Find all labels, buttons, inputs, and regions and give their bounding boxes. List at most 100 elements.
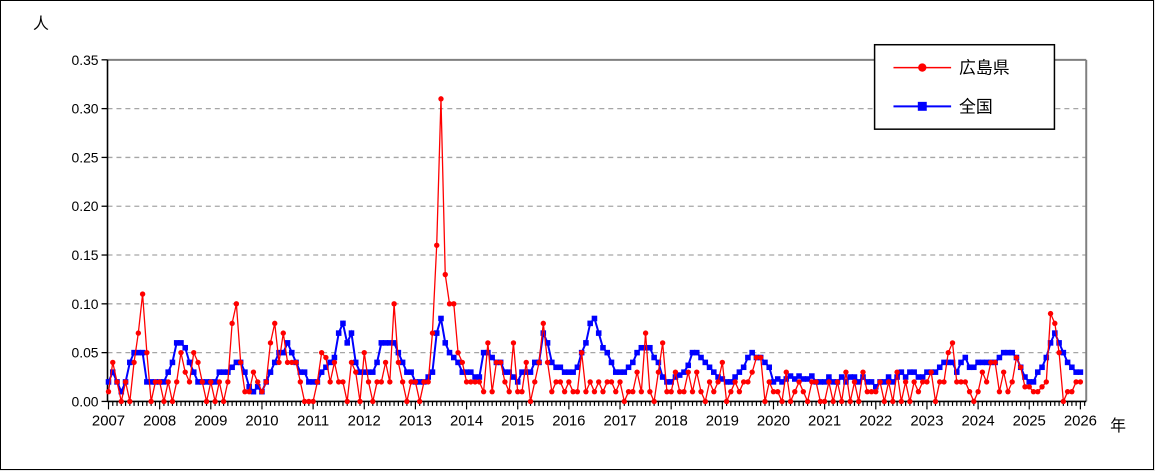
data-point	[860, 369, 866, 375]
data-point	[838, 374, 845, 380]
data-point	[1077, 369, 1084, 375]
data-point	[885, 379, 892, 385]
data-point	[1013, 354, 1020, 361]
data-point	[719, 359, 726, 366]
data-point	[668, 388, 674, 395]
x-axis-year-label: 2020	[757, 413, 790, 429]
data-point	[233, 359, 240, 366]
data-point	[983, 379, 990, 385]
data-point	[783, 369, 789, 375]
data-point	[289, 349, 295, 356]
data-point	[1005, 388, 1011, 395]
data-point	[787, 398, 794, 405]
data-point	[195, 379, 201, 385]
data-point	[715, 374, 721, 380]
data-point	[182, 369, 188, 375]
data-point	[1077, 379, 1084, 385]
data-point	[348, 359, 355, 366]
data-point	[352, 359, 359, 366]
data-point	[395, 349, 402, 356]
legend-label-hiroshima: 広島県	[959, 59, 1010, 78]
data-point	[796, 373, 802, 379]
data-point	[255, 379, 261, 385]
data-point	[792, 376, 798, 382]
data-point	[212, 379, 218, 385]
data-point	[336, 379, 342, 385]
data-point	[246, 384, 252, 390]
data-point	[595, 330, 602, 336]
data-point	[719, 376, 726, 382]
data-point	[698, 388, 704, 395]
data-point	[992, 359, 998, 366]
data-point	[485, 349, 491, 356]
legend-box	[873, 43, 1056, 130]
data-point	[873, 384, 879, 390]
data-point	[446, 349, 453, 356]
data-point	[638, 344, 645, 351]
data-point	[685, 369, 691, 375]
data-point	[1056, 349, 1062, 356]
data-point	[480, 388, 487, 395]
data-point	[664, 388, 670, 395]
data-point	[672, 369, 679, 375]
data-point	[915, 374, 922, 380]
data-point	[736, 388, 743, 395]
data-point	[600, 388, 606, 395]
x-axis-year-label: 2024	[962, 413, 995, 429]
data-point	[549, 359, 555, 366]
data-point	[306, 398, 312, 405]
data-point	[983, 359, 990, 366]
data-point	[553, 364, 559, 371]
legend: 広島県 全国	[873, 43, 1056, 130]
data-point	[399, 359, 406, 366]
data-point	[856, 398, 862, 405]
data-point	[527, 398, 534, 405]
data-point	[570, 369, 576, 375]
y-axis-tick-label: 0.15	[71, 247, 98, 263]
data-point	[242, 388, 248, 395]
y-axis-tick-label: 0.20	[71, 198, 98, 214]
data-point	[706, 379, 713, 385]
data-point	[996, 388, 1003, 395]
x-axis-unit-label: 年	[1110, 417, 1126, 435]
data-point	[357, 369, 363, 375]
data-point	[681, 369, 687, 375]
data-point	[165, 369, 171, 375]
x-axis-year-label: 2021	[808, 413, 841, 429]
data-point	[135, 330, 142, 336]
data-point	[1069, 388, 1075, 395]
data-point	[297, 369, 304, 375]
data-point	[178, 349, 184, 356]
x-axis-year-label: 2016	[552, 413, 585, 429]
data-point	[455, 359, 461, 366]
data-point	[958, 379, 964, 385]
data-point	[651, 354, 657, 361]
data-point	[694, 369, 700, 375]
data-point	[843, 369, 849, 375]
data-point	[962, 354, 969, 361]
x-axis-year-label: 2012	[348, 413, 381, 429]
data-point	[174, 379, 180, 385]
data-point	[945, 349, 951, 356]
data-point	[702, 398, 708, 405]
data-point	[758, 354, 764, 361]
data-point	[225, 379, 231, 385]
data-point	[531, 359, 538, 366]
data-point	[821, 398, 828, 405]
data-point	[894, 374, 900, 380]
data-point	[659, 374, 666, 380]
data-point	[468, 369, 474, 375]
data-point	[301, 398, 308, 405]
data-point	[301, 369, 308, 375]
data-point	[566, 369, 572, 375]
data-point	[617, 369, 623, 375]
x-axis-year-label: 2026	[1064, 413, 1097, 429]
data-point	[391, 301, 397, 307]
axes: 0.00 0.05 0.10 0.15 0.20 0.25 0.30 0.35 2007 2008…	[71, 52, 1096, 429]
data-point	[387, 379, 393, 385]
data-point	[834, 379, 841, 385]
data-point	[233, 301, 240, 307]
data-point	[979, 359, 986, 366]
data-point	[1018, 364, 1024, 370]
